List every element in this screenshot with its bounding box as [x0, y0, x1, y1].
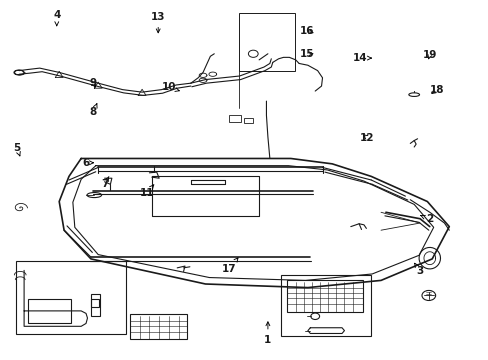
Bar [287, 280, 362, 312]
Text: 19: 19 [422, 50, 436, 60]
Text: 3: 3 [414, 263, 423, 276]
Bar [16, 261, 126, 334]
Bar [27, 300, 71, 323]
Text: 5: 5 [13, 143, 20, 156]
Text: 9: 9 [90, 78, 97, 88]
Text: 13: 13 [151, 12, 165, 33]
Text: 8: 8 [89, 104, 97, 117]
Text: 7: 7 [101, 176, 109, 189]
Text: 11: 11 [140, 185, 154, 198]
Text: 6: 6 [82, 158, 93, 168]
Bar [130, 314, 187, 338]
Bar [91, 294, 100, 316]
Text: 2: 2 [420, 215, 432, 224]
Text: 4: 4 [53, 10, 61, 26]
Text: 10: 10 [162, 82, 179, 93]
Text: 1: 1 [264, 322, 271, 345]
Text: 16: 16 [299, 26, 313, 36]
Text: 12: 12 [359, 133, 374, 143]
Text: 18: 18 [429, 85, 444, 95]
Text: 17: 17 [221, 258, 238, 274]
Text: 14: 14 [352, 53, 370, 63]
Bar [91, 300, 99, 307]
Bar [281, 275, 370, 336]
Bar [243, 118, 253, 123]
Text: 15: 15 [299, 49, 313, 59]
Bar [238, 13, 294, 71]
Bar [228, 116, 241, 122]
